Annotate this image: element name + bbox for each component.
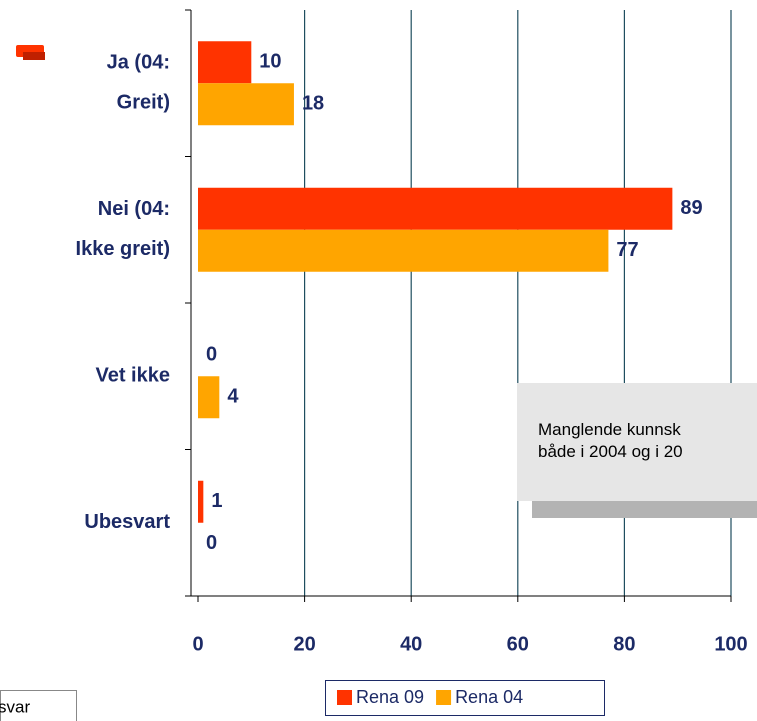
value-label: 77	[616, 239, 638, 261]
side-box	[0, 690, 77, 721]
value-label: 10	[259, 51, 281, 73]
value-label: 18	[302, 93, 324, 115]
legend-swatch	[337, 690, 352, 705]
annotation-box	[517, 383, 757, 501]
value-label: 89	[680, 197, 702, 219]
value-label: 0	[206, 532, 217, 554]
legend-label: Rena 09	[356, 687, 424, 707]
x-tick-label: 20	[293, 633, 315, 655]
bar	[198, 83, 294, 126]
x-tick-label: 60	[507, 633, 529, 655]
side-box-text: svar	[0, 697, 30, 716]
y-tick-label: Ubesvart	[84, 511, 170, 533]
decor-icon-shadow	[23, 52, 45, 60]
bar	[198, 41, 252, 84]
y-tick-label: Vet ikke	[95, 365, 170, 387]
legend-swatch	[436, 690, 452, 705]
y-tick-label: Ja (04: Greit)	[107, 52, 170, 114]
legend-label: Rena 04	[455, 687, 523, 707]
x-tick-label: 80	[613, 633, 635, 655]
x-tick-label: 100	[714, 633, 747, 655]
x-tick-label: 0	[192, 633, 203, 655]
bar	[198, 480, 204, 523]
value-label: 0	[206, 344, 217, 366]
value-label: 4	[227, 386, 239, 408]
y-tick-label: Nei (04: Ikke greit)	[76, 198, 170, 260]
bar	[198, 229, 609, 272]
legend-box	[325, 680, 605, 716]
bar	[198, 376, 220, 419]
bar	[198, 187, 673, 230]
x-tick-label: 40	[400, 633, 422, 655]
value-label: 1	[211, 490, 222, 512]
annotation-text: Manglende kunnsk både i 2004 og i 20	[538, 420, 683, 461]
